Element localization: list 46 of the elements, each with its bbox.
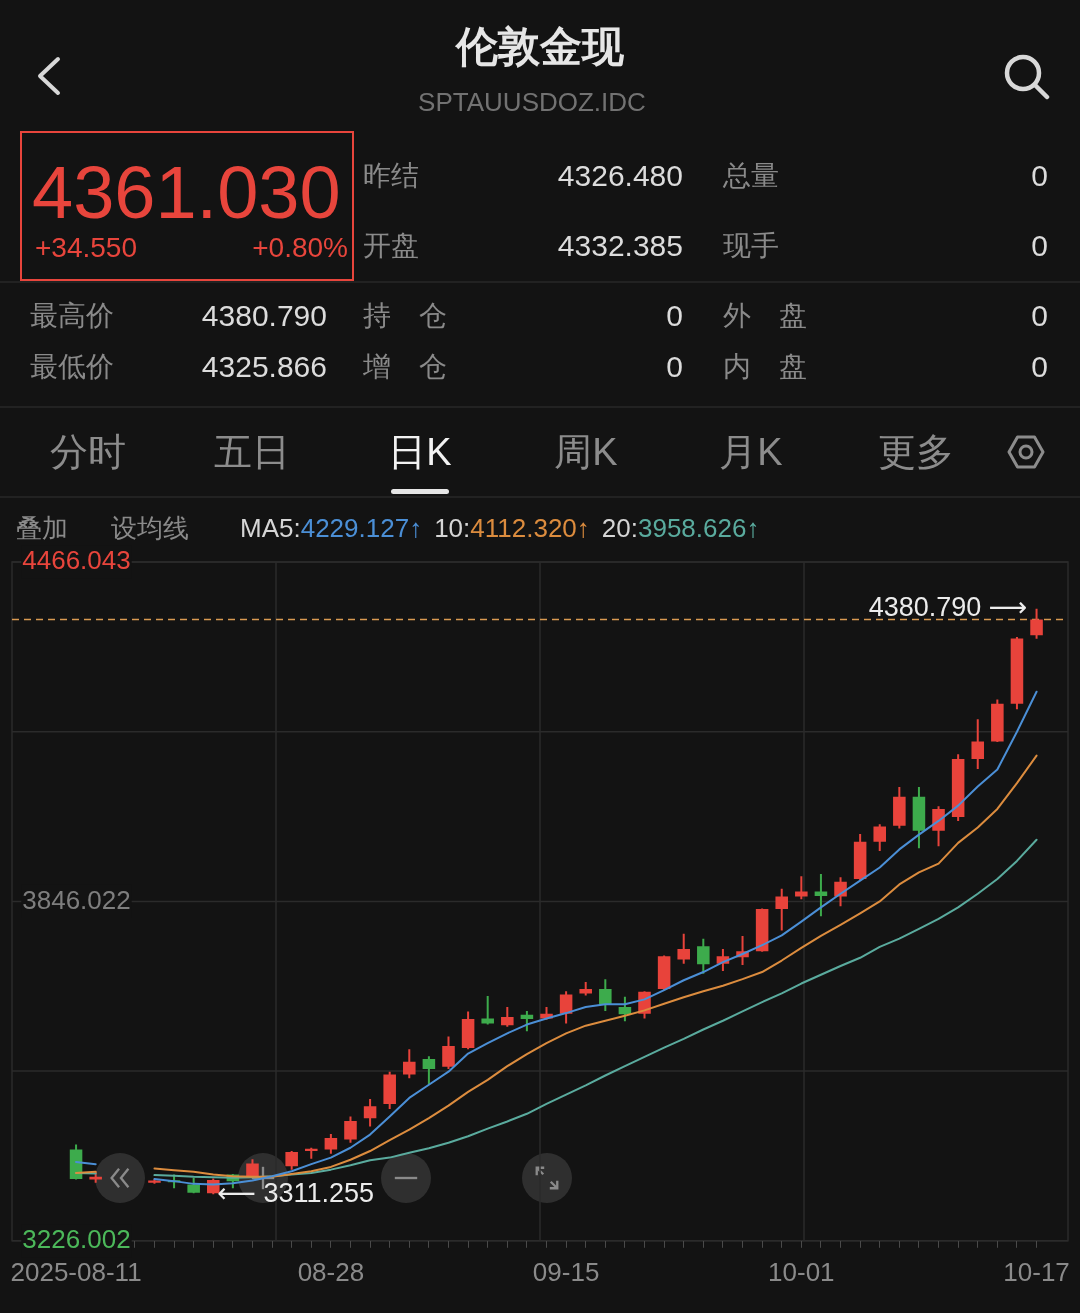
text: 3958.626↑ (637, 513, 760, 544)
annotation: ⟵ 3311.255 (217, 1177, 375, 1208)
text: 内 盘 (723, 350, 807, 384)
text: 五日 (214, 431, 290, 475)
text: 4380.790 (201, 298, 327, 334)
text: 日K (388, 431, 452, 475)
x-tick-label: 2025-08-11 (10, 1256, 142, 1287)
text: 4229.127↑ (300, 513, 423, 544)
text: 4332.385 (557, 228, 683, 264)
text: 4325.866 (201, 349, 327, 385)
text: 最高价 (30, 299, 114, 333)
text: 叠加 (16, 513, 68, 544)
text: 持 仓 (363, 299, 447, 333)
text: 设均线 (111, 513, 189, 544)
text: 10: (434, 513, 471, 544)
chart-title: 伦敦金现 (456, 22, 624, 72)
x-tick-label: 10-17 (1003, 1256, 1070, 1287)
x-tick-label: 09-15 (532, 1256, 600, 1287)
y-tick-label: 3846.022 (22, 884, 131, 915)
text: 20: (601, 513, 638, 544)
text: MA5: (240, 513, 301, 544)
text: 0 (1031, 298, 1048, 334)
text: 昨结 (363, 159, 419, 193)
text: 现手 (723, 229, 779, 263)
text: 4112.320↑ (470, 513, 590, 544)
y-tick-label: 3226.002 (22, 1223, 131, 1254)
text: 更多 (878, 431, 954, 475)
text: 0 (666, 298, 683, 334)
text: 0 (1031, 228, 1048, 264)
x-tick-label: 08-28 (297, 1256, 365, 1287)
annotation: 4380.790 ⟶ (868, 592, 1028, 623)
y-tick-label: 4466.043 (22, 545, 131, 576)
text: 外 盘 (723, 299, 807, 333)
text: 月K (719, 431, 783, 475)
text: 开盘 (363, 229, 419, 263)
chart-subtitle: SPTAUUSDOZ.IDC (418, 87, 646, 118)
text: 周K (554, 431, 618, 475)
x-tick-label: 10-01 (768, 1256, 835, 1287)
text: 4326.480 (557, 158, 683, 194)
text: 增 仓 (363, 350, 447, 384)
text: 最低价 (30, 350, 114, 384)
text: 0 (1031, 158, 1048, 194)
text: 总量 (723, 159, 779, 193)
text: 分时 (50, 431, 126, 475)
text: 0 (1031, 349, 1048, 385)
text: 0 (666, 349, 683, 385)
